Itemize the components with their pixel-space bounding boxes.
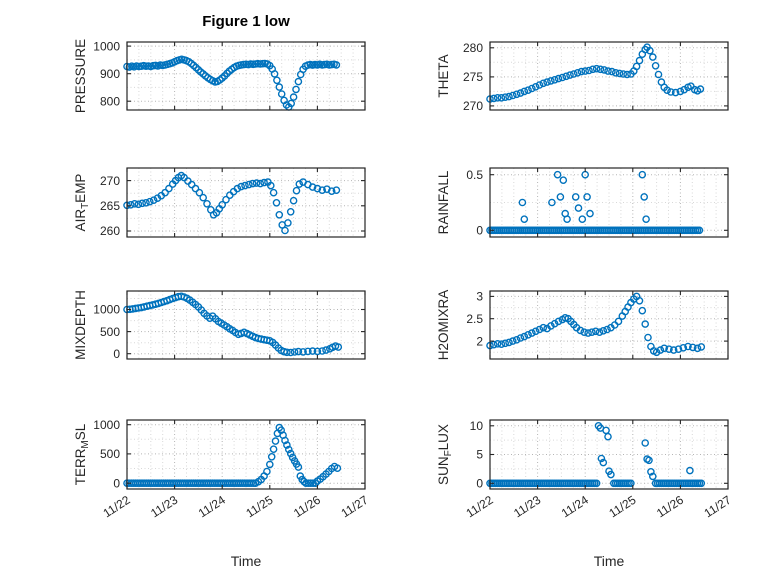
x-axis-label-right: Time xyxy=(593,553,625,569)
axis-ticks xyxy=(489,42,729,110)
subplot-rainfall: 0 0.5 RAINFALL xyxy=(436,167,729,238)
y-tick-label: 500 xyxy=(100,325,120,339)
axis-ticks xyxy=(489,168,729,237)
x-tick-label: 11/22 xyxy=(464,493,496,521)
y-axis-label: SUNFLUX xyxy=(436,424,454,485)
y-tick-label: 0.5 xyxy=(466,168,483,182)
grid-lines xyxy=(490,420,728,489)
subplot-terr_msl: 0 500 1000 11/22 11/23 11/24 11/25 11/26 11/27 TE… xyxy=(73,418,371,520)
axis-ticks xyxy=(126,168,366,237)
subplot-air_temp: 260 265 270 AIRTEMP xyxy=(73,167,366,238)
y-axis-label: PRESSURE xyxy=(73,39,88,113)
x-tick-label: 11/22 xyxy=(101,493,133,521)
axes-box xyxy=(489,167,729,238)
y-tick-label: 260 xyxy=(100,224,120,238)
x-tick-label: 11/27 xyxy=(339,493,371,521)
y-axis-label: TERRMSL xyxy=(73,423,91,485)
scatter-series xyxy=(486,170,704,235)
x-tick-label: 11/25 xyxy=(606,493,638,521)
y-axis-label: MIXDEPTH xyxy=(73,290,88,360)
scatter-series xyxy=(123,292,343,357)
x-tick-label: 11/25 xyxy=(243,493,275,521)
axis-ticks xyxy=(126,42,366,110)
subplot-mixdepth: 0 500 1000 MIXDEPTH xyxy=(73,290,366,361)
y-tick-label: 0 xyxy=(476,477,483,491)
scatter-series xyxy=(123,55,341,111)
subplot-theta: 270 275 280 THETA xyxy=(436,41,729,113)
axes-box xyxy=(489,41,729,111)
y-axis-label: RAINFALL xyxy=(436,170,451,234)
y-tick-label: 900 xyxy=(100,67,120,81)
axis-ticks xyxy=(489,420,729,489)
y-tick-label: 1000 xyxy=(93,39,120,53)
y-tick-label: 1000 xyxy=(93,303,120,317)
scatter-series xyxy=(123,171,341,235)
axis-ticks xyxy=(126,291,366,359)
axis-ticks xyxy=(126,420,366,489)
y-tick-label: 0 xyxy=(476,224,483,238)
y-tick-label: 2.5 xyxy=(466,312,483,326)
y-tick-label: 270 xyxy=(100,174,120,188)
subplot-sun_flux: 0 5 10 11/22 11/23 11/24 11/25 11/26 11/27 SUNFLU… xyxy=(436,419,734,520)
scatter-series xyxy=(486,292,706,357)
y-axis-label: THETA xyxy=(436,54,451,97)
axes-box xyxy=(126,167,366,238)
y-axis-label: H2OMIXRA xyxy=(436,290,451,361)
y-tick-label: 5 xyxy=(476,448,483,462)
x-tick-label: 11/26 xyxy=(291,493,323,521)
grid-lines xyxy=(127,42,365,110)
x-tick-label: 11/24 xyxy=(559,493,591,521)
grid-lines xyxy=(490,42,728,110)
y-tick-label: 800 xyxy=(100,94,120,108)
x-tick-label: 11/23 xyxy=(511,493,543,521)
grid-lines xyxy=(127,168,365,237)
y-tick-label: 1000 xyxy=(93,418,120,432)
y-tick-label: 0 xyxy=(113,347,120,361)
figure-title: Figure 1 low xyxy=(202,13,290,30)
y-tick-label: 0 xyxy=(113,476,120,490)
y-tick-label: 10 xyxy=(470,419,484,433)
y-tick-label: 2 xyxy=(476,334,483,348)
subplot-pressure: 800 900 1000 PRESSURE xyxy=(73,39,366,113)
scatter-series xyxy=(486,43,705,103)
subplot-h2omixra: 2 2.5 3 H2OMIXRA xyxy=(436,290,729,361)
grid-lines xyxy=(127,291,365,359)
axes-box xyxy=(126,290,366,360)
grid-lines xyxy=(490,168,728,237)
y-axis-label: AIRTEMP xyxy=(73,174,91,232)
axes-box xyxy=(126,419,366,490)
axes-box xyxy=(489,290,729,360)
y-tick-label: 280 xyxy=(463,41,483,55)
x-tick-label: 11/26 xyxy=(654,493,686,521)
y-tick-label: 265 xyxy=(100,199,120,213)
y-tick-label: 270 xyxy=(463,99,483,113)
x-tick-label: 11/23 xyxy=(148,493,180,521)
axes-box xyxy=(126,41,366,111)
y-tick-label: 275 xyxy=(463,70,483,84)
x-tick-label: 11/24 xyxy=(196,493,228,521)
grid-lines xyxy=(127,420,365,489)
y-tick-label: 3 xyxy=(476,290,483,304)
axis-ticks xyxy=(489,291,729,359)
x-axis-label-left: Time xyxy=(230,553,262,569)
y-tick-label: 500 xyxy=(100,447,120,461)
scatter-series xyxy=(123,423,342,488)
x-tick-label: 11/27 xyxy=(702,493,734,521)
scatter-series xyxy=(486,421,706,488)
